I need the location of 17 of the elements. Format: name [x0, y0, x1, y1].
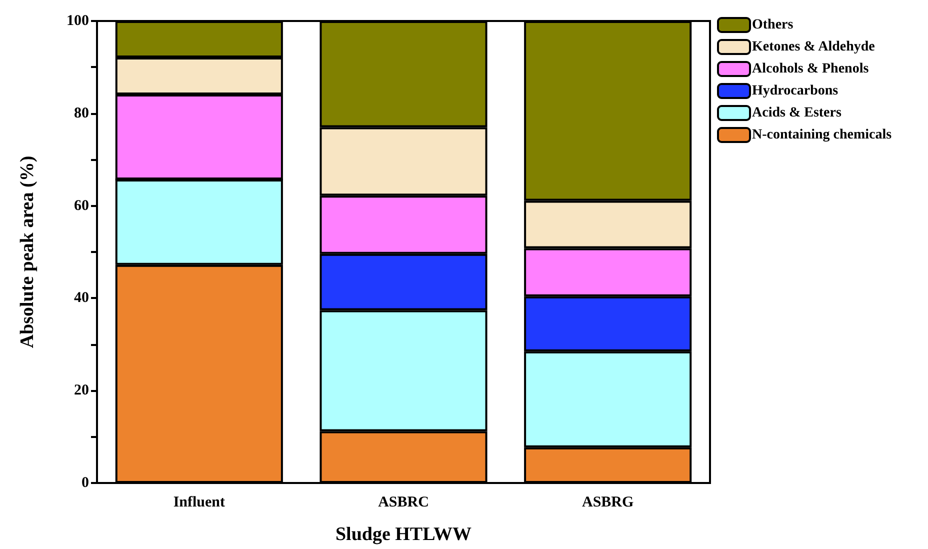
- y-tick-label: 0: [82, 475, 89, 491]
- y-tick-label: 20: [74, 382, 89, 399]
- legend-label: Others: [752, 18, 794, 32]
- legend-label: Hydrocarbons: [752, 84, 839, 98]
- legend-label: N-containing chemicals: [752, 128, 892, 142]
- y-tick-label: 80: [74, 105, 89, 122]
- y-tick-label: 100: [66, 13, 89, 29]
- y-axis-title: Absolute peak area (%): [17, 156, 38, 348]
- x-tick-label: ASBRG: [582, 494, 634, 510]
- y-tick-label: 40: [74, 290, 89, 306]
- legend-label: Alcohols & Phenols: [752, 62, 870, 76]
- x-tick-label: ASBRC: [378, 494, 429, 510]
- legend-label: Ketones & Aldehyde: [752, 40, 875, 54]
- y-tick-label: 60: [74, 198, 89, 214]
- legend-label: Acids & Esters: [752, 106, 842, 120]
- x-axis-title: Sludge HTLWW: [335, 524, 472, 545]
- x-tick-label: Influent: [173, 494, 226, 510]
